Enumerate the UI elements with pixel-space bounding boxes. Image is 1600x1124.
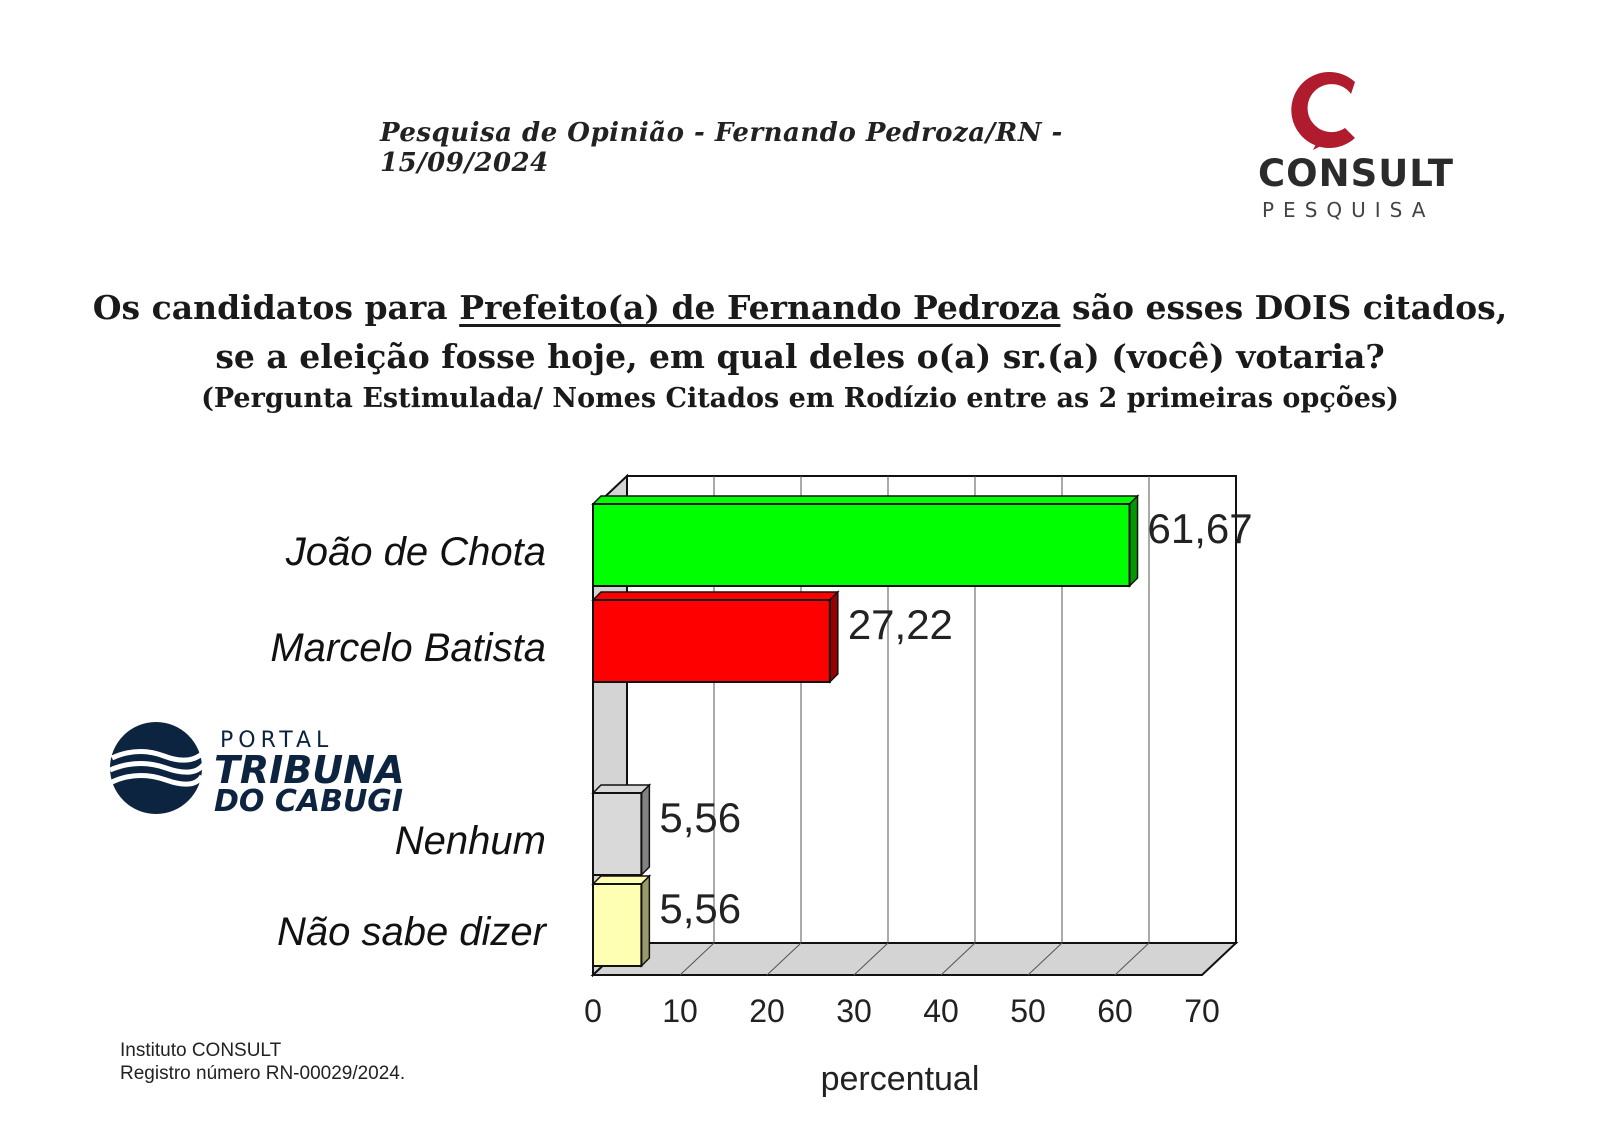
category-label: Não sabe dizer: [277, 910, 548, 954]
bar: [592, 883, 643, 967]
category-label: Nenhum: [395, 819, 546, 863]
question-line-1-underlined: Prefeito(a) de Fernando Pedroza: [459, 288, 1061, 327]
consult-logo-icon: [1291, 72, 1355, 150]
floor-gridline: [940, 942, 976, 976]
bar: [592, 599, 831, 683]
x-tick-label: 40: [923, 993, 959, 1029]
footer-institute: Instituto CONSULT: [120, 1040, 282, 1061]
x-tick-label: 30: [836, 993, 872, 1029]
bar: [592, 503, 1131, 587]
tribuna-main-text: TRIBUNA: [214, 748, 405, 792]
category-label: João de Chota: [285, 530, 546, 574]
data-label: 5,56: [659, 885, 741, 932]
question-line-1-post: são esses DOIS citados,: [1060, 288, 1508, 327]
question-line-1-pre: Os candidatos para: [92, 288, 460, 327]
bar-side: [640, 874, 651, 968]
category-label: Marcelo Batista: [270, 626, 546, 670]
tribuna-sub-text: DO CABUGI: [214, 784, 404, 819]
bar-side: [640, 783, 651, 877]
x-tick-label: 60: [1097, 993, 1133, 1029]
bar-side: [1128, 494, 1139, 588]
consult-logo-name: CONSULT: [1258, 152, 1454, 195]
floor-gridline: [766, 942, 802, 976]
x-axis-label: percentual: [821, 1060, 980, 1098]
floor-gridline: [853, 942, 889, 976]
question-line-1: Os candidatos para Prefeito(a) de Fernan…: [40, 288, 1560, 327]
bar-top: [591, 591, 840, 601]
consult-logo-sub: PESQUISA: [1262, 198, 1435, 222]
data-label: 5,56: [659, 794, 741, 841]
tribuna-portal-text: PORTAL: [220, 728, 334, 753]
x-tick-label: 0: [584, 993, 602, 1029]
floor-gridline: [1114, 942, 1150, 976]
x-tick-label: 10: [662, 993, 698, 1029]
x-tick-label: 20: [749, 993, 785, 1029]
bar-top: [591, 784, 652, 794]
data-label: 61,67: [1148, 505, 1253, 552]
footer-registry: Registro número RN-00029/2024.: [120, 1063, 406, 1084]
bar-side: [829, 590, 839, 684]
floor-gridline: [679, 942, 715, 976]
floor-gridline: [1027, 942, 1063, 976]
survey-header: Pesquisa de Opinião - Fernando Pedroza/R…: [380, 118, 1063, 178]
bar-top: [591, 875, 652, 885]
question-line-2: se a eleição fosse hoje, em qual deles o…: [215, 337, 1385, 376]
tribuna-logo-icon: [109, 722, 207, 814]
data-label: 27,22: [848, 601, 953, 648]
bar: [592, 792, 643, 876]
chart-floor: [590, 942, 1239, 976]
x-tick-label: 50: [1010, 993, 1046, 1029]
x-tick-label: 70: [1184, 993, 1220, 1029]
bar-top: [591, 495, 1140, 505]
question-line-3: (Pergunta Estimulada/ Nomes Citados em R…: [201, 383, 1399, 414]
